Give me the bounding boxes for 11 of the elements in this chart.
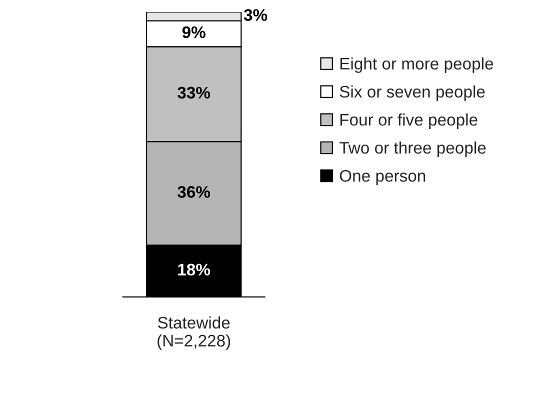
legend-label: Eight or more people <box>340 57 494 73</box>
data-label: 33% <box>178 86 210 99</box>
legend-label: Four or five people <box>340 113 478 129</box>
data-label: 36% <box>178 186 210 198</box>
legend-label: Two or three people <box>339 141 486 158</box>
data-label: 9% <box>182 26 206 38</box>
x-tick-label: Statewide (N=2,228) <box>158 316 230 350</box>
data-label: 18% <box>178 264 210 276</box>
legend-label: Six or seven people <box>340 85 485 101</box>
data-label: 3% <box>244 9 268 21</box>
legend-label: One person <box>340 170 426 186</box>
